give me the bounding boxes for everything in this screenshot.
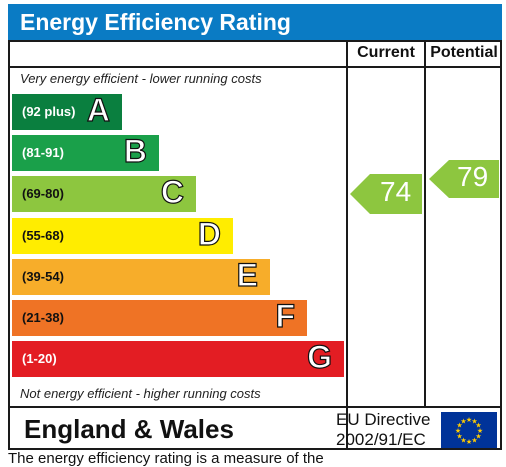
band-e: (39-54) E (12, 256, 270, 295)
eu-stars: ★★★★★★★★★ ★ ★★ (455, 416, 483, 446)
country-label: England & Wales (24, 414, 234, 444)
band-a: (92 plus) A (12, 91, 122, 130)
band-letter: D (197, 215, 221, 252)
flag-star: ★ (475, 433, 481, 441)
band-letter: E (236, 256, 259, 293)
flag-star: ★ (460, 437, 466, 445)
chart-header: Energy Efficiency Rating (8, 4, 502, 40)
divider (346, 406, 348, 450)
current-arrow-shape (350, 174, 422, 215)
flag-star: ★ (475, 422, 481, 430)
band-d: (55-68) D (12, 215, 233, 254)
potential-arrow-shape (429, 160, 499, 198)
flag-star: ★ (471, 418, 477, 426)
divider (346, 40, 348, 408)
band-range-label: (39-54) (22, 268, 64, 284)
band-range-label: (1-20) (22, 351, 57, 367)
flag-star: ★ (455, 427, 461, 435)
band-range-label: (69-80) (22, 186, 64, 202)
band-range-label: (92 plus) (22, 104, 76, 119)
band-g: (1-20) G (12, 339, 344, 378)
band-range-label: (81-91) (22, 145, 64, 161)
flag-star: ★ (466, 438, 472, 446)
band-letter: C (160, 174, 184, 211)
band-range-label: (55-68) (22, 227, 64, 243)
flag-star: ★ (471, 437, 477, 445)
flag-star: ★ (460, 418, 466, 426)
band-range-label: (21-38) (22, 310, 64, 325)
efficient-note: Very energy efficient - lower running co… (20, 71, 262, 86)
band-letter: F (275, 297, 296, 334)
flag-star: ★ (456, 433, 462, 441)
current-column-header: Current (357, 44, 415, 61)
band-letter: A (86, 91, 110, 128)
current-rating-value: 74 (380, 176, 412, 208)
divider (8, 40, 502, 42)
eu-flag-icon: ★ ★ ★ ★ ★ ★ ★ ★ ★ ★ ★ ★ (441, 412, 497, 448)
band-b: (81-91) B (12, 133, 159, 172)
band-letter: B (123, 133, 147, 170)
potential-column-header: Potential (430, 44, 498, 61)
flag-star: ★ (466, 416, 472, 424)
eu-directive-number: 2002/91/EC (336, 430, 426, 449)
flag-star: ★ (456, 422, 462, 430)
divider (8, 406, 502, 408)
band-letter: G (307, 339, 333, 376)
caption-text: The energy efficiency rating is a measur… (8, 450, 324, 467)
chart-title: Energy Efficiency Rating (20, 9, 291, 35)
divider (8, 66, 502, 68)
divider (424, 40, 426, 408)
inefficient-note: Not energy efficient - higher running co… (20, 386, 261, 401)
band-f: (21-38) F (12, 297, 307, 336)
current-rating-arrow: 74 (350, 174, 422, 219)
eu-directive-label: EU Directive (336, 410, 431, 429)
potential-rating-arrow: 79 (429, 160, 499, 203)
flag-star: ★ (477, 427, 483, 435)
potential-rating-value: 79 (457, 161, 489, 192)
band-c: (69-80) C (12, 174, 196, 213)
